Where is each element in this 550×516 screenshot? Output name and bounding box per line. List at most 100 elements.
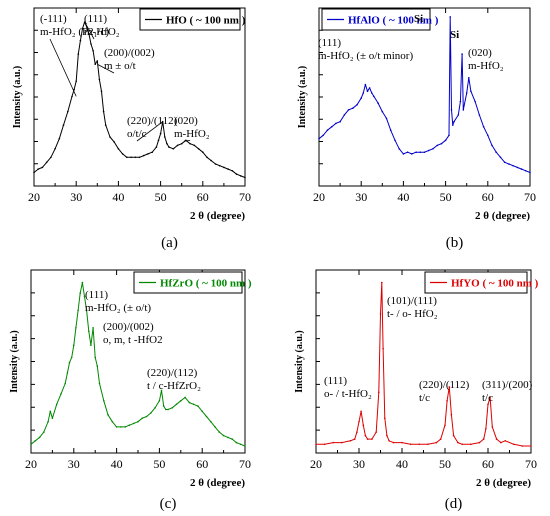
data-point xyxy=(513,443,515,446)
data-point xyxy=(124,426,126,428)
data-point xyxy=(530,445,532,447)
data-point xyxy=(167,408,169,411)
peak-annotation: (111)m-HfO₂ (± o/t) xyxy=(85,289,151,314)
data-point xyxy=(360,410,362,413)
data-point xyxy=(504,440,507,442)
data-point xyxy=(159,132,162,135)
plot-frame xyxy=(318,7,531,187)
x-tick-label: 40 xyxy=(111,457,123,471)
data-point xyxy=(382,347,384,350)
y-axis-label: Intensity (a.u.) xyxy=(9,330,20,393)
series-line xyxy=(316,282,531,447)
data-point xyxy=(356,431,358,433)
data-point xyxy=(487,134,489,137)
annotation-text: m-HfO₂ xyxy=(468,60,504,72)
data-point xyxy=(96,60,99,62)
annotation-text: (220)/(112) xyxy=(127,115,178,127)
data-point xyxy=(227,168,229,170)
data-point xyxy=(335,122,337,125)
data-point xyxy=(495,438,498,440)
data-point xyxy=(529,171,531,174)
data-point xyxy=(47,420,49,423)
data-point xyxy=(386,434,388,437)
data-point xyxy=(210,159,212,162)
data-point xyxy=(79,292,81,294)
data-point xyxy=(54,148,56,150)
x-tick-label: 60 xyxy=(482,457,494,471)
peak-annotation: (111)m-HfO₂ (± o/t minor) xyxy=(318,37,413,62)
data-point xyxy=(435,441,438,444)
data-point xyxy=(90,344,92,347)
data-point xyxy=(138,156,141,159)
data-point xyxy=(77,309,79,312)
x-tick-label: 30 xyxy=(355,190,367,204)
data-point xyxy=(478,441,481,444)
data-point xyxy=(67,110,69,113)
annotation-arrow xyxy=(183,139,191,142)
plot-frame xyxy=(30,269,246,454)
data-point xyxy=(448,134,450,137)
data-point xyxy=(70,356,73,359)
data-point xyxy=(366,90,369,93)
data-point xyxy=(50,156,52,159)
data-point xyxy=(157,139,160,142)
data-point xyxy=(419,151,422,153)
data-point xyxy=(343,114,346,116)
data-point xyxy=(406,151,409,153)
data-point xyxy=(73,344,75,347)
series-line xyxy=(318,16,531,173)
peak-annotation: (-111)m-HfO₂ (P2₁/c) xyxy=(40,13,109,97)
peak-annotation: (220)/(112)t / c-HfZrO₂ xyxy=(147,367,201,392)
y-axis-label: Intensity (a.u.) xyxy=(12,66,23,129)
annotation-text: Si xyxy=(450,29,459,41)
annotation-text: (200)/(002) xyxy=(104,47,155,59)
annotation-text: (020) xyxy=(174,115,198,127)
data-point xyxy=(64,382,66,385)
x-tick-label: 40 xyxy=(112,190,124,204)
panel-caption: (c) xyxy=(160,496,177,512)
annotation-text: o, m, t -HfO2 xyxy=(103,334,163,346)
data-point xyxy=(353,438,356,440)
data-point xyxy=(418,443,421,446)
data-point xyxy=(491,144,493,147)
data-point xyxy=(525,170,527,172)
data-point xyxy=(205,415,208,418)
data-point xyxy=(79,39,82,42)
data-point xyxy=(235,173,238,175)
peak-annotation: (111)m-HfO₂ xyxy=(84,13,120,40)
data-point xyxy=(362,92,365,94)
data-point xyxy=(415,151,417,153)
data-point xyxy=(98,382,101,385)
data-point xyxy=(117,148,120,150)
data-point xyxy=(180,400,182,402)
peak-annotation: (111)o- / t-HfO₂ xyxy=(324,375,372,400)
data-point xyxy=(227,436,229,439)
data-point xyxy=(88,330,90,333)
data-point xyxy=(55,403,58,406)
chart-panel-3: 20 30 40 50 60 70 2 θ (degree) Intensity (a.u.)… xyxy=(294,269,539,512)
data-point xyxy=(189,142,191,145)
data-point xyxy=(128,424,131,427)
data-point xyxy=(362,424,365,427)
data-point xyxy=(85,309,88,312)
data-point xyxy=(193,144,196,147)
data-point xyxy=(468,77,470,79)
data-point xyxy=(41,166,44,169)
data-point xyxy=(202,151,204,153)
data-point xyxy=(427,443,429,446)
annotation-arrow xyxy=(49,38,77,97)
x-tick-label: 60 xyxy=(196,457,208,471)
y-axis-label: Intensity (a.u.) xyxy=(294,330,305,393)
data-point xyxy=(377,102,379,104)
data-point xyxy=(453,120,455,123)
annotation-text: (020) xyxy=(468,47,492,59)
x-axis-label: 2 θ (degree) xyxy=(190,477,245,489)
annotation-text: o/t/c xyxy=(127,128,147,140)
data-point xyxy=(356,104,358,106)
data-point xyxy=(235,441,238,444)
data-point xyxy=(352,107,354,109)
data-point xyxy=(459,100,462,103)
data-point xyxy=(104,124,107,126)
data-point xyxy=(151,151,153,153)
